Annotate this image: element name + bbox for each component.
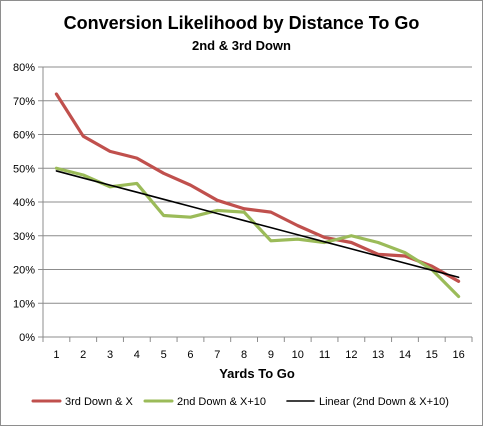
x-tick-label: 4 [134, 349, 140, 361]
series-line-1 [54, 166, 461, 299]
series-line-0 [54, 92, 461, 283]
x-tick-label: 8 [241, 349, 247, 361]
x-tick-label: 9 [268, 349, 274, 361]
x-tick-label: 3 [107, 349, 113, 361]
y-tick-label: 50% [13, 163, 35, 175]
y-tick-label: 80% [13, 62, 35, 74]
x-tick-label: 16 [452, 349, 464, 361]
chart-subtitle: 2nd & 3rd Down [192, 38, 291, 53]
x-tick-label: 6 [187, 349, 193, 361]
y-tick-label: 70% [13, 96, 35, 108]
x-tick-label: 5 [161, 349, 167, 361]
legend-label-2: Linear (2nd Down & X+10) [319, 396, 449, 408]
axes [38, 66, 473, 342]
legend: 3rd Down & X 2nd Down & X+10 Linear (2nd D… [31, 396, 449, 408]
x-axis-label: Yards To Go [219, 366, 295, 381]
x-tick-label: 12 [345, 349, 357, 361]
y-tick-label: 40% [13, 197, 35, 209]
x-tick-label: 2 [80, 349, 86, 361]
tick-labels: 0%10%20%30%40%50%60%70%80%1 2 3 4 5 6 7 8 9 10 11 1… [13, 62, 465, 361]
series-lines [54, 92, 461, 299]
x-tick-label: 11 [319, 349, 330, 361]
series-line-2 [55, 170, 460, 279]
x-tick-label: 13 [372, 349, 384, 361]
x-tick-label: 14 [399, 349, 411, 361]
y-tick-label: 10% [13, 298, 35, 310]
legend-label-1: 2nd Down & X+10 [177, 396, 266, 408]
y-tick-label: 60% [13, 130, 35, 142]
x-tick-label: 10 [292, 349, 304, 361]
gridlines [43, 66, 472, 304]
y-tick-label: 20% [13, 265, 35, 277]
y-tick-label: 30% [13, 231, 35, 243]
legend-label-0: 3rd Down & X [65, 396, 134, 408]
x-tick-label: 15 [426, 349, 438, 361]
x-tick-label: 1 [53, 349, 59, 361]
y-tick-label: 0% [19, 332, 35, 344]
chart-title: Conversion Likelihood by Distance To Go [63, 13, 420, 33]
x-tick-label: 7 [214, 349, 220, 361]
